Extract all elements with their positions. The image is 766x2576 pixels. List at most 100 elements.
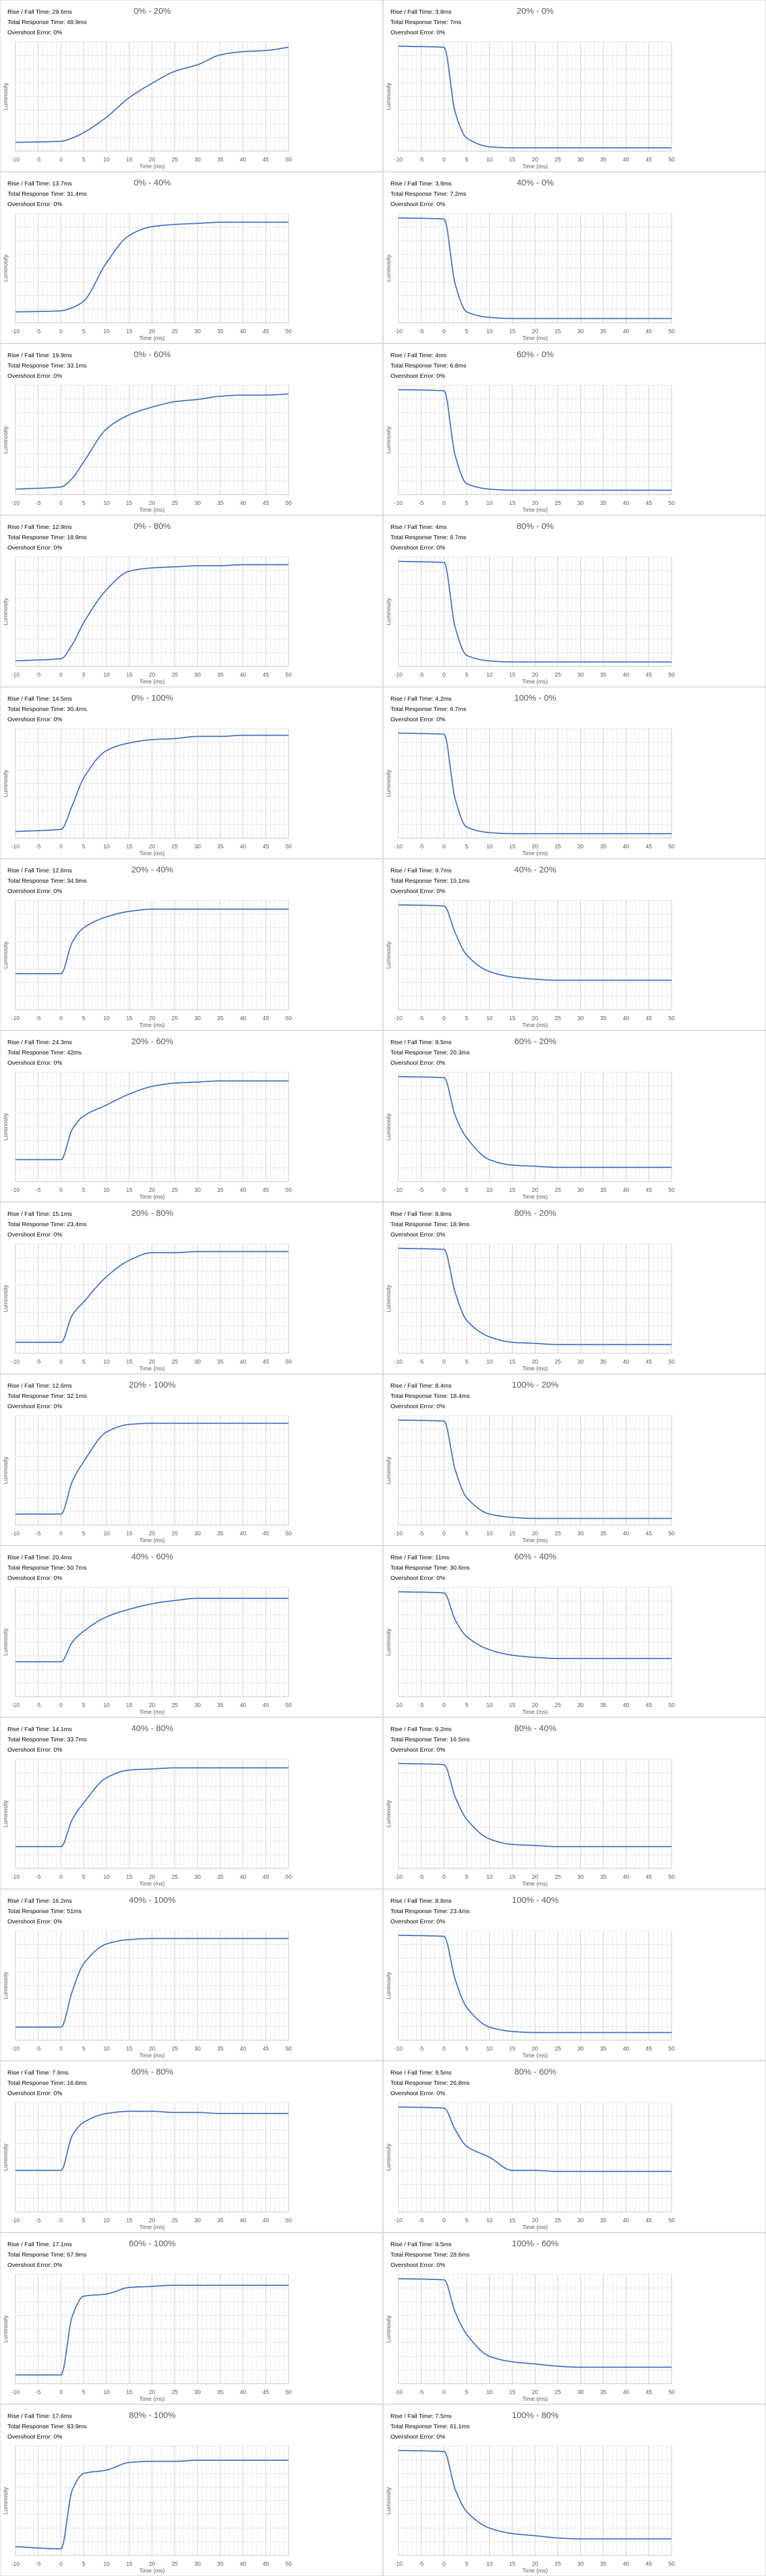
x-tick-label: 10: [486, 844, 493, 850]
x-tick-label: 30: [577, 1016, 584, 1022]
line-chart: -10 -5 0 5 10 15 20 25 30 35 40 45 50 Time (ms) Lumino…: [386, 213, 675, 342]
x-tick-label: 0: [60, 1359, 63, 1365]
chart-stats: Rise / Fall Time: 17.6ms Total Response T…: [7, 2411, 86, 2442]
x-tick-label: 35: [217, 1187, 224, 1194]
y-axis-label: Luminosity: [3, 2316, 9, 2343]
total-response-time: Total Response Time: 18.4ms: [390, 1393, 470, 1400]
x-tick-label: 0: [60, 1702, 63, 1709]
x-tick-label: 5: [465, 157, 468, 163]
overshoot-error: Overshoot Error: 0%: [390, 2262, 445, 2269]
x-tick-label: 20: [149, 1187, 156, 1194]
x-tick-label: 0: [60, 329, 63, 335]
x-tick-label: 25: [172, 500, 179, 507]
x-tick-label: 5: [465, 500, 468, 507]
rise-fall-time: Rise / Fall Time: 15.1ms: [7, 1211, 72, 1218]
x-tick-label: 25: [172, 1702, 179, 1709]
x-tick-label: 25: [172, 1187, 179, 1194]
x-tick-label: 35: [217, 2218, 224, 2224]
chart-title: 40% - 100%: [129, 1895, 176, 1905]
chart-title: 40% - 60%: [131, 1552, 173, 1562]
x-tick-label: 0: [60, 2389, 63, 2396]
x-tick-label: 35: [600, 157, 607, 163]
x-tick-label: 40: [623, 1874, 630, 1880]
rise-fall-time: Rise / Fall Time: 9.5ms: [390, 2069, 452, 2076]
x-tick-label: 20: [149, 2046, 156, 2052]
x-tick-label: 0: [60, 157, 63, 163]
x-tick-label: -5: [35, 500, 41, 507]
x-tick-label: -5: [35, 1531, 41, 1537]
line-chart: -10 -5 0 5 10 15 20 25 30 35 40 45 50 Time (ms) Lumino…: [386, 41, 675, 170]
total-response-time: Total Response Time: 26.8ms: [390, 2080, 470, 2087]
x-tick-label: -10: [11, 2389, 20, 2396]
x-tick-label: 10: [103, 2389, 110, 2396]
chart-title: 20% - 0%: [516, 6, 554, 16]
x-tick-label: 10: [486, 1874, 493, 1880]
x-tick-label: 10: [103, 1531, 110, 1537]
x-tick-label: -10: [394, 2389, 403, 2396]
x-tick-label: 35: [600, 672, 607, 678]
rise-fall-time: Rise / Fall Time: 8.8ms: [390, 1211, 452, 1218]
overshoot-error: Overshoot Error: 0%: [7, 2090, 62, 2097]
total-response-time: Total Response Time: 67.9ms: [7, 2251, 87, 2258]
x-axis-label: Time (ms): [139, 1538, 165, 1544]
x-tick-label: 35: [217, 672, 224, 678]
x-tick-label: 20: [149, 844, 156, 850]
x-tick-label: 35: [600, 1702, 607, 1709]
x-tick-label: 35: [217, 1016, 224, 1022]
x-tick-label: 40: [240, 2389, 247, 2396]
x-tick-label: 30: [194, 500, 201, 507]
x-axis-label: Time (ms): [139, 164, 165, 170]
overshoot-error: Overshoot Error: 0%: [7, 29, 62, 36]
x-tick-label: 50: [285, 2218, 292, 2224]
x-tick-label: 40: [623, 844, 630, 850]
x-tick-label: 0: [443, 329, 446, 335]
x-tick-label: 25: [555, 1359, 562, 1365]
x-tick-label: -5: [35, 844, 41, 850]
x-tick-label: 10: [103, 329, 110, 335]
x-tick-label: 5: [465, 2046, 468, 2052]
x-tick-label: -10: [11, 1016, 20, 1022]
x-tick-label: 50: [668, 844, 675, 850]
luminosity-series-line: [398, 2106, 672, 2172]
x-tick-label: 25: [555, 1702, 562, 1709]
chart-stats: Rise / Fall Time: 19.9ms Total Response T…: [7, 350, 86, 381]
luminosity-series-line: [15, 1938, 289, 2028]
x-tick-label: 0: [443, 157, 446, 163]
rise-fall-time: Rise / Fall Time: 20.4ms: [7, 1554, 72, 1561]
rise-fall-time: Rise / Fall Time: 4.2ms: [390, 696, 452, 702]
x-tick-label: -5: [418, 1187, 424, 1194]
x-tick-label: 35: [600, 2389, 607, 2396]
luminosity-series-line: [398, 904, 672, 981]
x-tick-label: 0: [443, 1702, 446, 1709]
x-tick-label: 20: [149, 1531, 156, 1537]
x-tick-label: 5: [82, 1359, 85, 1365]
total-response-time: Total Response Time: 30.6ms: [390, 1564, 470, 1571]
luminosity-series-line: [398, 1934, 672, 2033]
x-tick-label: 40: [623, 1187, 630, 1194]
line-chart: -10 -5 0 5 10 15 20 25 30 35 40 45 50 Time (ms) Lumino…: [386, 2102, 675, 2231]
x-tick-label: 35: [217, 500, 224, 507]
chart-title: 100% - 40%: [512, 1895, 559, 1905]
response-chart-panel: Rise / Fall Time: 20.4ms Total Response T…: [0, 1546, 383, 1717]
luminosity-series-line: [15, 2459, 289, 2550]
x-tick-label: 25: [172, 1531, 179, 1537]
x-tick-label: 5: [465, 2561, 468, 2567]
x-tick-label: 10: [486, 2218, 493, 2224]
x-tick-label: 45: [646, 844, 653, 850]
chart-title: 20% - 100%: [129, 1380, 176, 1390]
x-tick-label: 35: [600, 500, 607, 507]
x-tick-label: 5: [465, 1531, 468, 1537]
x-tick-label: 45: [646, 672, 653, 678]
x-tick-label: 50: [668, 1874, 675, 1880]
total-response-time: Total Response Time: 7ms: [390, 19, 461, 26]
response-chart-panel: Rise / Fall Time: 17.1ms Total Response T…: [0, 2233, 383, 2404]
chart-title: 20% - 80%: [131, 1208, 173, 1218]
x-tick-label: 25: [172, 2218, 179, 2224]
line-chart: -10 -5 0 5 10 15 20 25 30 35 40 45 50 Time (ms) Lumino…: [386, 2445, 675, 2574]
luminosity-series-line: [398, 1419, 672, 1519]
x-tick-label: 35: [217, 1702, 224, 1709]
luminosity-series-line: [398, 2278, 672, 2368]
x-tick-label: 10: [103, 2561, 110, 2567]
x-tick-label: 5: [465, 1359, 468, 1365]
line-chart: -10 -5 0 5 10 15 20 25 30 35 40 45 50 Time (ms) Lumino…: [386, 1930, 675, 2059]
